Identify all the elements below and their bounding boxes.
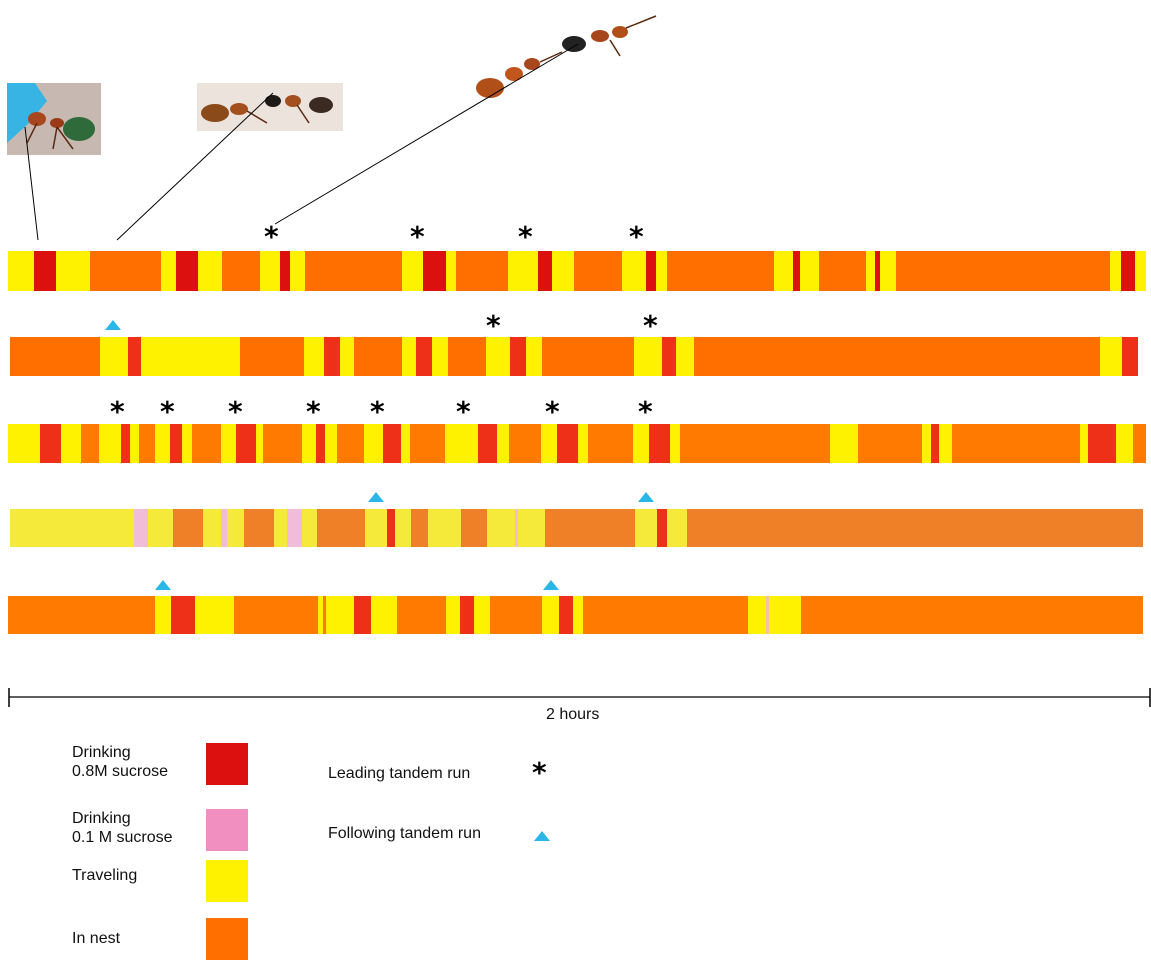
legend-label-leading: Leading tandem run [328, 765, 471, 782]
photo-connector-line [116, 92, 274, 241]
ant-timeline-row-1 [8, 251, 1146, 291]
photo-connector-line [24, 126, 39, 241]
asterisk-icon: * [532, 756, 547, 789]
ant-photo-1 [7, 83, 101, 155]
legend-label-drinking-high: Drinking 0.8M sucrose [72, 744, 169, 780]
legend-swatch-traveling [206, 860, 248, 902]
triangle-icon [534, 831, 550, 841]
asterisk-icon: * [306, 395, 321, 428]
photo-connector-line [274, 43, 579, 225]
legend-swatch-drinking-low [206, 809, 248, 851]
asterisk-icon: * [643, 309, 658, 342]
asterisk-icon: * [228, 395, 243, 428]
triangle-icon [638, 492, 654, 502]
ant-drinking-icon [7, 83, 95, 150]
legend-label-in-nest: In nest [72, 930, 121, 947]
ant-timeline-row-3 [8, 424, 1146, 463]
ant-photo-3 [470, 10, 660, 102]
asterisk-icon: * [110, 395, 125, 428]
triangle-icon [543, 580, 559, 590]
ethogram-diagram [8, 43, 1151, 707]
asterisk-icon: * [456, 395, 471, 428]
ant-tandem-icon [201, 95, 333, 124]
time-scale-bar [8, 688, 1151, 707]
asterisk-icon: * [638, 395, 653, 428]
ant-timeline-row-2 [10, 337, 1138, 376]
ant-timeline-row-5 [8, 596, 1143, 634]
ant-photo-2 [197, 83, 343, 131]
legend-label-traveling: Traveling [72, 867, 138, 884]
asterisk-icon: * [629, 220, 644, 253]
triangle-icon [105, 320, 121, 330]
scale-label: 2 hours [546, 706, 600, 723]
ant-timeline-row-4 [10, 509, 1143, 547]
legend-swatch-in-nest [206, 918, 248, 960]
asterisk-icon: * [410, 220, 425, 253]
ant-tandem-icon [476, 15, 657, 98]
asterisk-icon: * [486, 309, 501, 342]
asterisk-icon: * [518, 220, 533, 253]
asterisk-icon: * [264, 220, 279, 253]
triangle-icon [368, 492, 384, 502]
legend-swatch-drinking-high [206, 743, 248, 785]
legend-label-drinking-low: Drinking 0.1 M sucrose [72, 810, 173, 846]
asterisk-icon: * [370, 395, 385, 428]
asterisk-icon: * [545, 395, 560, 428]
following-tandem-markers [105, 320, 654, 590]
triangle-icon [155, 580, 171, 590]
legend-label-following: Following tandem run [328, 825, 481, 842]
asterisk-icon: * [160, 395, 175, 428]
